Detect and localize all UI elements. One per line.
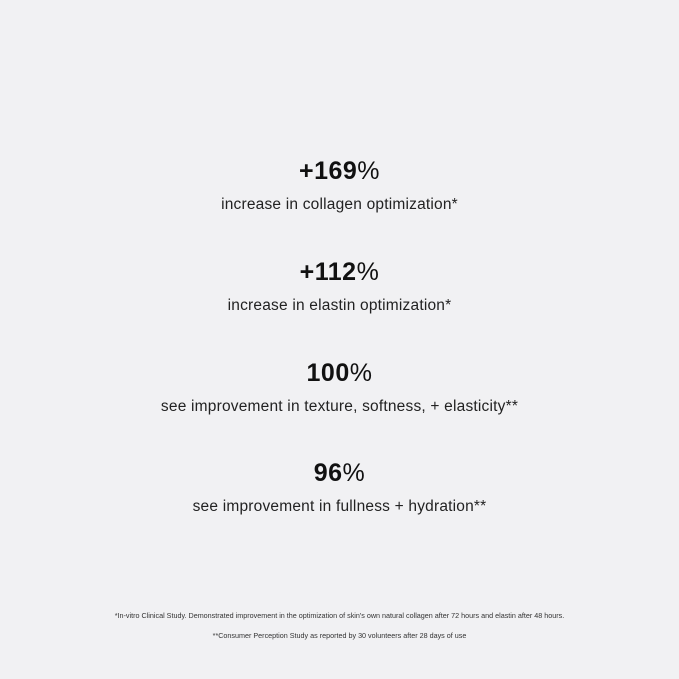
stat-unit: % (349, 359, 373, 387)
stat-value: 96% (0, 458, 679, 488)
footnote-2: **Consumer Perception Study as reported … (212, 631, 467, 640)
footnote-1: *In-vitro Clinical Study. Demonstrated i… (114, 611, 565, 620)
stat-number: 96 (313, 459, 343, 487)
stat-description: see improvement in fullness + hydration*… (192, 498, 487, 515)
stat-value: +169% (0, 156, 679, 186)
stat-unit: % (357, 157, 381, 185)
stat-value: +112% (0, 257, 679, 287)
stat-elastin: +112% increase in elastin optimization* (0, 257, 679, 315)
stat-description: increase in collagen optimization* (221, 196, 458, 213)
stat-fullness: 96% see improvement in fullness + hydrat… (0, 458, 679, 516)
stat-unit: % (342, 459, 366, 487)
stat-value: 100% (0, 358, 679, 388)
stat-description: see improvement in texture, softness, + … (160, 398, 519, 415)
stat-number: 100 (306, 359, 350, 387)
stat-collagen: +169% increase in collagen optimization* (0, 156, 679, 214)
stat-number: +112 (299, 258, 357, 286)
stat-number: +169 (298, 157, 358, 185)
stat-texture: 100% see improvement in texture, softnes… (0, 358, 679, 416)
stat-unit: % (356, 258, 380, 286)
stat-description: increase in elastin optimization* (227, 297, 452, 314)
